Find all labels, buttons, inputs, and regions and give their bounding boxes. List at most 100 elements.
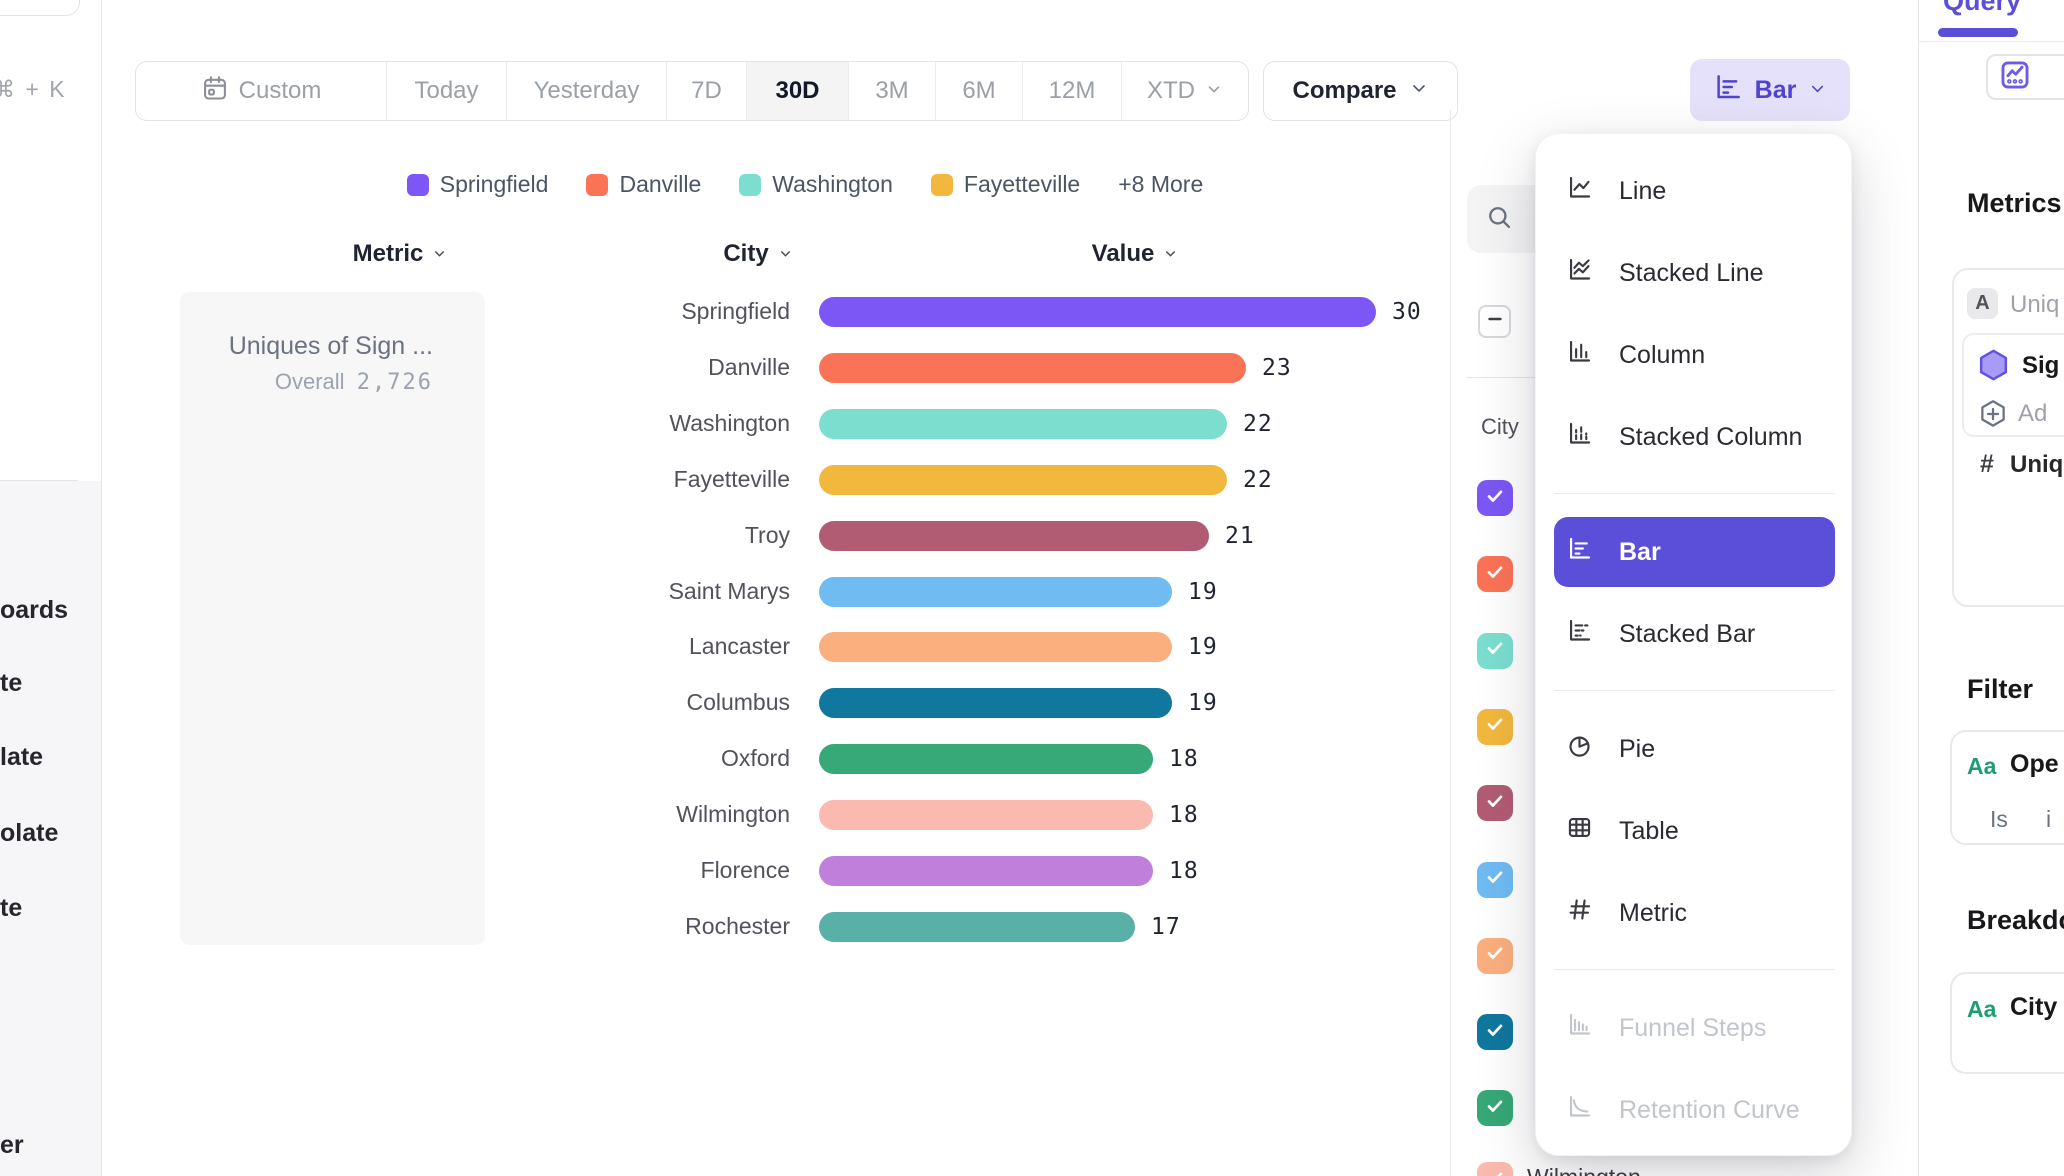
date-range-6m[interactable]: 6M [935, 62, 1022, 120]
filter-card[interactable] [1950, 730, 2064, 845]
sidebar-item-5[interactable]: er [0, 1131, 24, 1159]
filter-heading: Filter [1967, 674, 2034, 704]
check-icon [1484, 942, 1506, 969]
column-header-value[interactable]: Value [1025, 240, 1245, 268]
bar-florence[interactable] [819, 856, 1153, 886]
legend-swatch [586, 173, 609, 196]
line-icon [1566, 174, 1593, 208]
city-checkbox-troy[interactable] [1477, 785, 1513, 822]
breakdown-card[interactable] [1950, 972, 2064, 1074]
sidebar-item-4[interactable]: te [0, 894, 23, 922]
compare-label: Compare [1292, 77, 1397, 104]
formula-prefix: # [1980, 450, 1994, 478]
legend-more[interactable]: +8 More [1118, 171, 1204, 197]
date-range-label: 3M [875, 77, 909, 104]
add-event-icon[interactable] [1976, 397, 2010, 436]
tab-query[interactable]: Query [1943, 0, 2022, 16]
chart-style-toggle[interactable] [1986, 54, 2064, 100]
date-range-12m[interactable]: 12M [1022, 62, 1121, 120]
date-range-today[interactable]: Today [386, 62, 506, 120]
menu-item-table[interactable]: Table [1536, 799, 1851, 863]
retention-icon [1566, 1093, 1593, 1127]
bar-wilmington[interactable] [819, 800, 1153, 831]
compare-button[interactable]: Compare [1263, 61, 1458, 121]
date-range-30d[interactable]: 30D [746, 62, 848, 120]
chart-legend: Springfield Danville Washington Fayettevill… [180, 171, 1430, 198]
event-name: Sig [2022, 352, 2060, 379]
stacked-column-icon [1566, 420, 1593, 454]
bar-saint-marys[interactable] [819, 576, 1172, 607]
date-range-3m[interactable]: 3M [848, 62, 935, 120]
chevron-down-icon [432, 240, 447, 268]
event-card[interactable] [1962, 333, 2064, 437]
chevron-down-icon [1163, 240, 1178, 268]
city-checkbox-columbus[interactable] [1477, 1014, 1513, 1051]
bar-washington[interactable] [819, 408, 1227, 439]
city-checkbox-saint-marys[interactable] [1477, 861, 1513, 898]
analytics-chart-icon [1998, 58, 2032, 97]
menu-item-metric[interactable]: Metric [1536, 881, 1851, 945]
metric-group-label: Uniq [2010, 291, 2060, 318]
menu-item-stacked-column[interactable]: Stacked Column [1536, 405, 1851, 469]
city-checkbox-washington[interactable] [1477, 632, 1513, 669]
bar-lancaster[interactable] [819, 632, 1172, 663]
sidebar-item-1[interactable]: te [0, 669, 23, 697]
city-checkbox-oxford[interactable] [1477, 1090, 1513, 1127]
keyboard-shortcut: ⌘ + K [0, 76, 67, 102]
menu-item-line[interactable]: Line [1536, 159, 1851, 223]
city-checkbox-wilmington[interactable] [1477, 1162, 1513, 1176]
sidebar-item-2[interactable]: late [0, 743, 44, 771]
chevron-down-icon [1409, 77, 1429, 105]
bar-danville[interactable] [819, 352, 1246, 383]
bar-columbus[interactable] [819, 688, 1172, 719]
bar-chart-icon [1713, 72, 1743, 109]
legend-item-washington[interactable]: Washington [739, 171, 893, 198]
filter-operator: Is [1990, 806, 2008, 832]
column-header-city[interactable]: City [648, 240, 868, 268]
check-icon [1484, 1095, 1506, 1122]
bar-value-wilmington: 18 [1169, 802, 1199, 829]
metric-header-label: Metric [352, 240, 424, 267]
menu-item-pie[interactable]: Pie [1536, 717, 1851, 781]
add-event-label[interactable]: Ad [2018, 400, 2048, 427]
value-header-label: Value [1091, 240, 1155, 267]
select-all-checkbox[interactable] [1478, 305, 1511, 338]
filter-value: i [2046, 806, 2052, 832]
column-header-metric[interactable]: Metric [290, 240, 510, 268]
bar-value-oxford: 18 [1169, 746, 1199, 773]
chart-type-label: Bar [1754, 75, 1797, 104]
bar-oxford[interactable] [819, 744, 1153, 775]
bar-fayetteville[interactable] [819, 464, 1227, 495]
menu-item-stacked-line[interactable]: Stacked Line [1536, 241, 1851, 305]
sidebar-item-3[interactable]: olate [0, 819, 59, 847]
menu-item-retention-curve: Retention Curve [1536, 1078, 1851, 1142]
city-checkbox-springfield[interactable] [1477, 480, 1513, 516]
city-checkbox-danville[interactable] [1477, 556, 1513, 593]
menu-item-column[interactable]: Column [1536, 323, 1851, 387]
filter-field-badge: Aa [1967, 753, 1997, 779]
bar-springfield[interactable] [819, 297, 1376, 327]
check-icon [1484, 866, 1506, 893]
city-checkbox-lancaster[interactable] [1477, 937, 1513, 974]
legend-item-springfield[interactable]: Springfield [406, 171, 548, 198]
chart-type-button[interactable]: Bar [1690, 59, 1850, 121]
metric-card-overall: Overall 2,726 [180, 369, 433, 395]
bar-troy[interactable] [819, 520, 1209, 551]
menu-item-label: Line [1619, 176, 1667, 205]
sidebar-search-input[interactable] [0, 0, 80, 16]
menu-item-bar[interactable]: Bar [1554, 517, 1835, 587]
date-range-custom[interactable]: Custom [136, 62, 386, 120]
bar-rochester[interactable] [819, 911, 1135, 942]
selector-divider [1466, 377, 1566, 378]
legend-item-fayetteville[interactable]: Fayetteville [930, 171, 1080, 198]
city-checkbox-fayetteville[interactable] [1477, 708, 1513, 745]
date-range-yesterday[interactable]: Yesterday [506, 62, 666, 120]
date-range-xtd[interactable]: XTD [1121, 62, 1248, 120]
chevron-down-icon [1205, 77, 1223, 105]
sidebar-item-boards[interactable]: oards [0, 596, 69, 624]
date-range-7d[interactable]: 7D [666, 62, 746, 120]
legend-item-danville[interactable]: Danville [586, 171, 701, 198]
menu-item-stacked-bar[interactable]: Stacked Bar [1536, 602, 1851, 666]
metric-card[interactable]: Uniques of Sign ... Overall 2,726 [180, 292, 485, 945]
